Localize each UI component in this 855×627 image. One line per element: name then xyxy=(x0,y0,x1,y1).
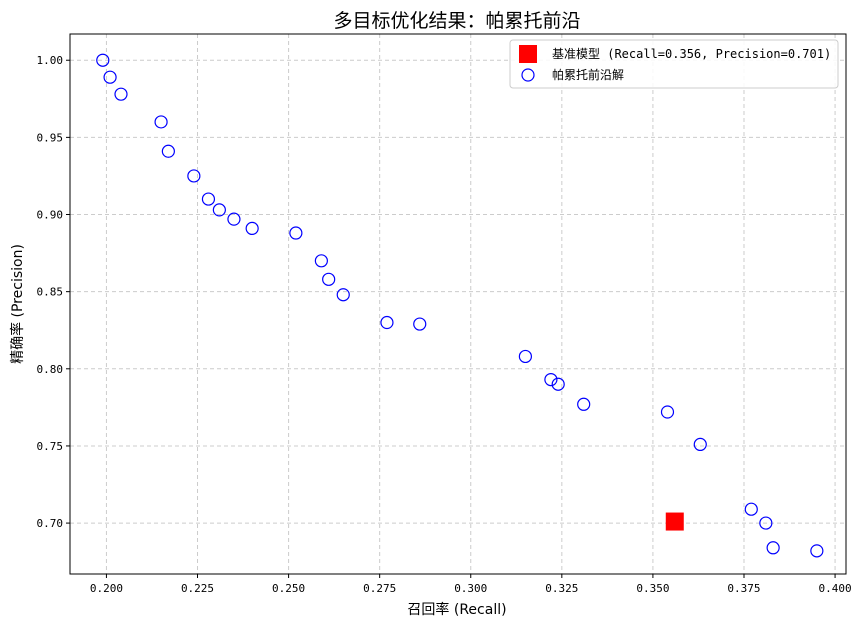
pareto-point xyxy=(154,115,168,129)
pareto-point xyxy=(544,373,558,387)
legend-box xyxy=(509,39,839,89)
pareto-point xyxy=(744,502,758,516)
y-tick-label: 1.00 xyxy=(37,54,64,67)
baseline-point xyxy=(665,512,684,531)
pareto-point xyxy=(322,272,336,286)
pareto-point xyxy=(810,544,824,558)
x-tick-label: 0.375 xyxy=(727,582,760,595)
y-tick-label: 0.85 xyxy=(37,286,64,299)
x-tick-label: 0.250 xyxy=(272,582,305,595)
legend-label-baseline: 基准模型 (Recall=0.356, Precision=0.701) xyxy=(552,47,831,61)
data-points xyxy=(96,53,824,558)
pareto-point xyxy=(96,53,110,67)
grid-lines xyxy=(70,34,846,574)
legend-marker-pareto xyxy=(521,68,535,82)
y-axis-ticks: 0.70 0.75 0.80 0.85 0.90 0.95 1.00 xyxy=(37,54,70,530)
pareto-point xyxy=(212,203,226,217)
pareto-point xyxy=(114,87,128,101)
legend: 基准模型 (Recall=0.356, Precision=0.701) 帕累托… xyxy=(509,39,839,89)
y-tick-label: 0.95 xyxy=(37,131,64,144)
plot-frame xyxy=(69,33,847,575)
x-axis-label: 召回率 (Recall) xyxy=(407,601,506,618)
x-tick-label: 0.350 xyxy=(636,582,669,595)
x-tick-label: 0.200 xyxy=(90,582,123,595)
pareto-point xyxy=(693,437,707,451)
pareto-point xyxy=(201,192,216,206)
y-axis-label: 精确率 (Precision) xyxy=(9,244,26,364)
pareto-point xyxy=(413,317,427,331)
pareto-point xyxy=(518,349,532,364)
legend-label-pareto: 帕累托前沿解 xyxy=(552,67,624,82)
pareto-point xyxy=(227,212,241,226)
y-tick-label: 0.70 xyxy=(37,517,64,530)
pareto-point xyxy=(380,315,394,330)
pareto-point xyxy=(187,169,201,183)
pareto-point xyxy=(103,70,117,84)
pareto-point xyxy=(660,405,675,419)
pareto-point xyxy=(245,221,259,235)
pareto-point xyxy=(551,377,565,391)
pareto-point xyxy=(759,516,773,530)
legend-marker-baseline xyxy=(519,45,537,63)
pareto-point xyxy=(766,541,780,555)
pareto-point xyxy=(161,144,175,158)
y-tick-label: 0.90 xyxy=(37,209,64,222)
pareto-point xyxy=(577,397,591,411)
x-tick-label: 0.300 xyxy=(454,582,487,595)
x-axis-ticks: 0.200 0.225 0.250 0.275 0.300 0.325 0.350 0.375… xyxy=(90,574,852,595)
x-tick-label: 0.275 xyxy=(363,582,396,595)
y-tick-label: 0.80 xyxy=(37,363,64,376)
x-tick-label: 0.325 xyxy=(545,582,578,595)
chart-title: 多目标优化结果：帕累托前沿 xyxy=(333,10,580,32)
pareto-point xyxy=(289,226,303,240)
x-tick-label: 0.225 xyxy=(181,582,214,595)
pareto-point xyxy=(314,254,328,268)
y-tick-label: 0.75 xyxy=(37,440,64,453)
pareto-point xyxy=(336,288,350,302)
x-tick-label: 0.400 xyxy=(819,582,852,595)
